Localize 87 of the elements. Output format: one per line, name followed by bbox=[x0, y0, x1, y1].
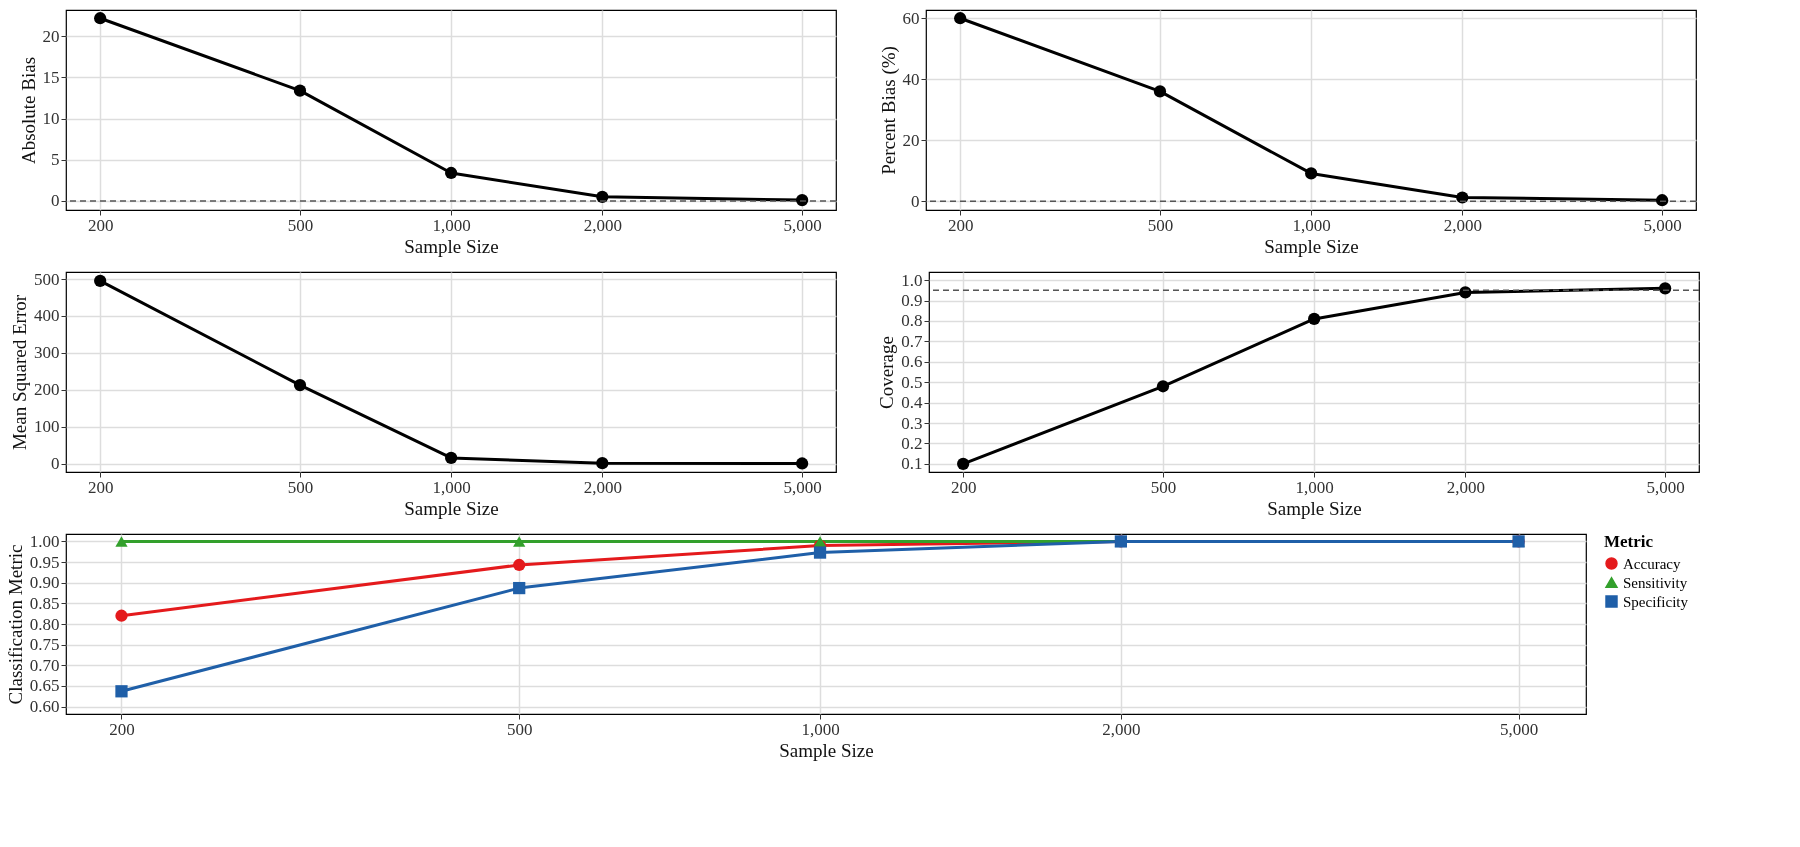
point bbox=[957, 457, 970, 470]
y-tick-label: 500 bbox=[34, 269, 60, 289]
x-tick-label: 500 bbox=[506, 719, 533, 739]
x-tick-label: 5,000 bbox=[1643, 215, 1682, 235]
x-tick-label: 5,000 bbox=[783, 215, 822, 235]
x-tick-label: 1,000 bbox=[1292, 215, 1331, 235]
y-tick-label: 0 bbox=[911, 191, 920, 211]
y-tick-label: 0.85 bbox=[29, 593, 60, 613]
x-tick-label: 1,000 bbox=[432, 477, 471, 497]
x-tick-label: 200 bbox=[87, 215, 114, 235]
point bbox=[115, 685, 128, 698]
y-tick-label: 0.2 bbox=[901, 433, 923, 453]
y-tick-label: 0 bbox=[51, 454, 60, 474]
y-axis-title: Classification Metric bbox=[4, 544, 26, 705]
x-tick-label: 2,000 bbox=[583, 215, 622, 235]
y-tick-label: 0.8 bbox=[901, 311, 923, 331]
y-axis-title: Mean Squared Error bbox=[9, 294, 30, 451]
legend-label: Accuracy bbox=[1623, 555, 1681, 572]
y-tick-label: 0.6 bbox=[901, 352, 923, 372]
point bbox=[115, 536, 128, 547]
y-tick-label: 20 bbox=[42, 26, 60, 46]
y-axis-title: Coverage bbox=[876, 336, 898, 409]
y-tick-label: 300 bbox=[34, 343, 60, 363]
y-axis-title: Absolute Bias bbox=[17, 56, 39, 165]
y-tick-label: 0.70 bbox=[29, 655, 60, 675]
y-tick-label: 200 bbox=[34, 380, 60, 400]
point bbox=[796, 457, 809, 470]
y-tick-label: 5 bbox=[51, 150, 60, 170]
x-axis-title: Sample Size bbox=[1267, 497, 1362, 519]
y-tick-label: 1.00 bbox=[29, 531, 60, 551]
x-tick-label: 500 bbox=[1147, 215, 1174, 235]
y-tick-label: 10 bbox=[42, 109, 60, 129]
point bbox=[94, 274, 107, 287]
y-tick-label: 20 bbox=[902, 130, 920, 150]
point bbox=[94, 12, 107, 25]
y-tick-label: 15 bbox=[42, 67, 60, 87]
x-axis-title: Sample Size bbox=[779, 739, 874, 761]
x-axis-title: Sample Size bbox=[404, 235, 499, 257]
y-tick-label: 0.5 bbox=[901, 372, 923, 392]
y-tick-label: 0.1 bbox=[901, 454, 923, 474]
y-tick-label: 0.80 bbox=[29, 614, 60, 634]
x-tick-label: 2,000 bbox=[1443, 215, 1482, 235]
x-axis-title: Sample Size bbox=[1264, 235, 1359, 257]
x-tick-label: 200 bbox=[87, 477, 114, 497]
y-tick-label: 0.4 bbox=[901, 393, 923, 413]
x-tick-label: 500 bbox=[1150, 477, 1177, 497]
y-tick-label: 0.7 bbox=[901, 331, 923, 351]
y-tick-label: 400 bbox=[34, 306, 60, 326]
y-axis-title: Percent Bias (%) bbox=[877, 46, 900, 175]
point bbox=[1659, 282, 1672, 295]
y-tick-label: 0.90 bbox=[29, 573, 60, 593]
y-tick-label: 1.0 bbox=[901, 270, 923, 290]
y-tick-label: 0.60 bbox=[29, 697, 60, 717]
x-tick-label: 500 bbox=[287, 477, 314, 497]
y-tick-label: 0.3 bbox=[901, 413, 923, 433]
x-tick-label: 2,000 bbox=[1102, 719, 1141, 739]
x-tick-label: 5,000 bbox=[783, 477, 822, 497]
x-tick-label: 1,000 bbox=[801, 719, 840, 739]
x-tick-label: 500 bbox=[287, 215, 314, 235]
legend-label: Specificity bbox=[1623, 593, 1689, 610]
x-tick-label: 200 bbox=[109, 719, 135, 739]
y-tick-label: 0.65 bbox=[29, 676, 60, 696]
point bbox=[445, 451, 458, 465]
y-tick-label: 0.75 bbox=[29, 635, 60, 655]
x-tick-label: 2,000 bbox=[583, 477, 622, 497]
point bbox=[1308, 312, 1321, 326]
y-tick-label: 0.95 bbox=[29, 552, 60, 572]
legend-label: Sensitivity bbox=[1623, 574, 1688, 591]
x-tick-label: 5,000 bbox=[1499, 719, 1539, 739]
x-tick-label: 200 bbox=[950, 477, 977, 497]
x-tick-label: 2,000 bbox=[1446, 477, 1485, 497]
x-tick-label: 200 bbox=[947, 215, 974, 235]
point bbox=[954, 12, 967, 25]
y-tick-label: 100 bbox=[34, 417, 60, 437]
point bbox=[1305, 167, 1318, 180]
x-tick-label: 5,000 bbox=[1646, 477, 1685, 497]
y-tick-label: 60 bbox=[902, 8, 920, 28]
x-axis-title: Sample Size bbox=[404, 497, 499, 519]
y-tick-label: 0.9 bbox=[901, 291, 923, 311]
point bbox=[813, 546, 827, 559]
x-tick-label: 1,000 bbox=[432, 215, 471, 235]
y-tick-label: 40 bbox=[902, 69, 920, 89]
point bbox=[445, 166, 458, 180]
point bbox=[115, 609, 128, 622]
legend-title: Metric bbox=[1604, 532, 1654, 551]
x-tick-label: 1,000 bbox=[1295, 477, 1334, 497]
y-tick-label: 0 bbox=[51, 191, 60, 211]
